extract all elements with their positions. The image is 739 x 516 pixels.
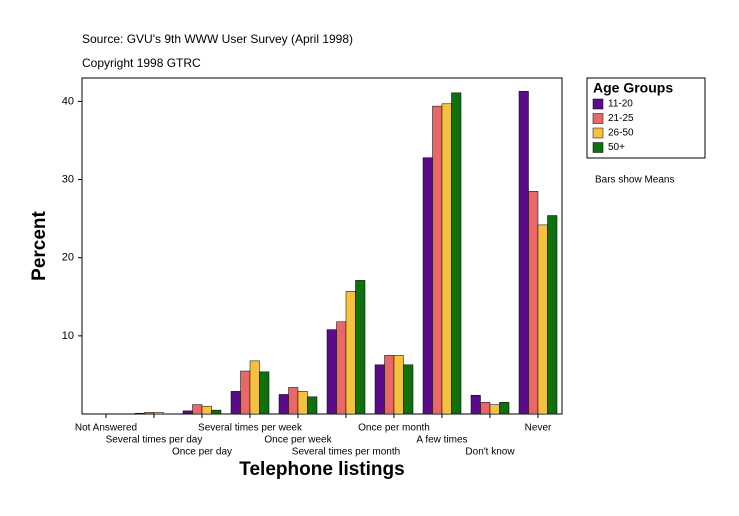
bar <box>297 391 308 415</box>
y-axis-label: Percent <box>29 210 50 280</box>
bar <box>230 391 241 415</box>
y-tick-label: 30 <box>62 173 74 185</box>
x-axis-label: Telephone listings <box>239 459 404 480</box>
chart-subtitle: Copyright 1998 GTRC <box>82 56 201 70</box>
bar <box>528 191 539 415</box>
legend-label: 26-50 <box>608 128 634 139</box>
annotation: Bars show Means <box>595 175 674 186</box>
legend-swatch <box>592 142 604 153</box>
bar <box>489 404 500 415</box>
x-tick-label: Don't know <box>465 447 515 458</box>
x-tick-label: Several times per day <box>106 435 203 446</box>
bar <box>393 355 404 415</box>
y-tick-label: 40 <box>62 95 74 107</box>
legend-label: 50+ <box>608 142 625 153</box>
x-tick-label: Once per week <box>264 435 332 446</box>
bar <box>326 329 337 415</box>
bar <box>201 405 212 415</box>
x-tick-label: A few times <box>416 435 467 446</box>
legend-swatch <box>592 127 604 139</box>
bar <box>374 364 385 415</box>
bar <box>432 105 443 415</box>
bar <box>288 387 299 415</box>
bar <box>537 224 548 415</box>
legend-swatch <box>592 98 604 110</box>
legend-swatch <box>592 113 604 124</box>
bar <box>384 355 395 415</box>
bar <box>518 91 529 415</box>
bar <box>307 396 318 415</box>
bar <box>211 409 222 415</box>
y-tick-label: 20 <box>62 252 74 264</box>
bar <box>144 412 155 415</box>
bar <box>547 215 558 415</box>
bar <box>259 371 270 415</box>
x-tick-label: Several times per week <box>198 423 303 434</box>
legend-label: 21-25 <box>608 113 634 124</box>
bar <box>278 394 289 415</box>
bar <box>403 364 414 415</box>
x-tick-label: Never <box>525 423 552 434</box>
x-tick-label: Once per month <box>358 423 430 434</box>
bar <box>422 157 433 415</box>
legend-box <box>586 77 706 159</box>
x-tick-label: Not Answered <box>75 423 137 434</box>
bar <box>192 404 203 415</box>
bar <box>182 410 193 415</box>
chart-title: Source: GVU's 9th WWW User Survey (April… <box>82 32 353 46</box>
plot-frame <box>81 77 563 415</box>
bar <box>336 321 347 415</box>
bar <box>249 360 260 415</box>
bar <box>240 370 251 415</box>
legend-title: Age Groups <box>593 80 673 96</box>
bar <box>134 412 145 415</box>
legend-label: 11-20 <box>608 99 633 110</box>
bar <box>355 280 366 415</box>
x-tick-label: Several times per month <box>292 447 400 458</box>
bar <box>153 412 164 415</box>
y-tick-label: 10 <box>62 330 74 342</box>
bar <box>470 394 481 415</box>
x-tick-label: Once per day <box>172 447 232 458</box>
bar <box>345 291 356 415</box>
bar <box>441 103 452 415</box>
bar <box>480 402 491 415</box>
bar <box>451 92 462 415</box>
bar <box>499 402 510 415</box>
